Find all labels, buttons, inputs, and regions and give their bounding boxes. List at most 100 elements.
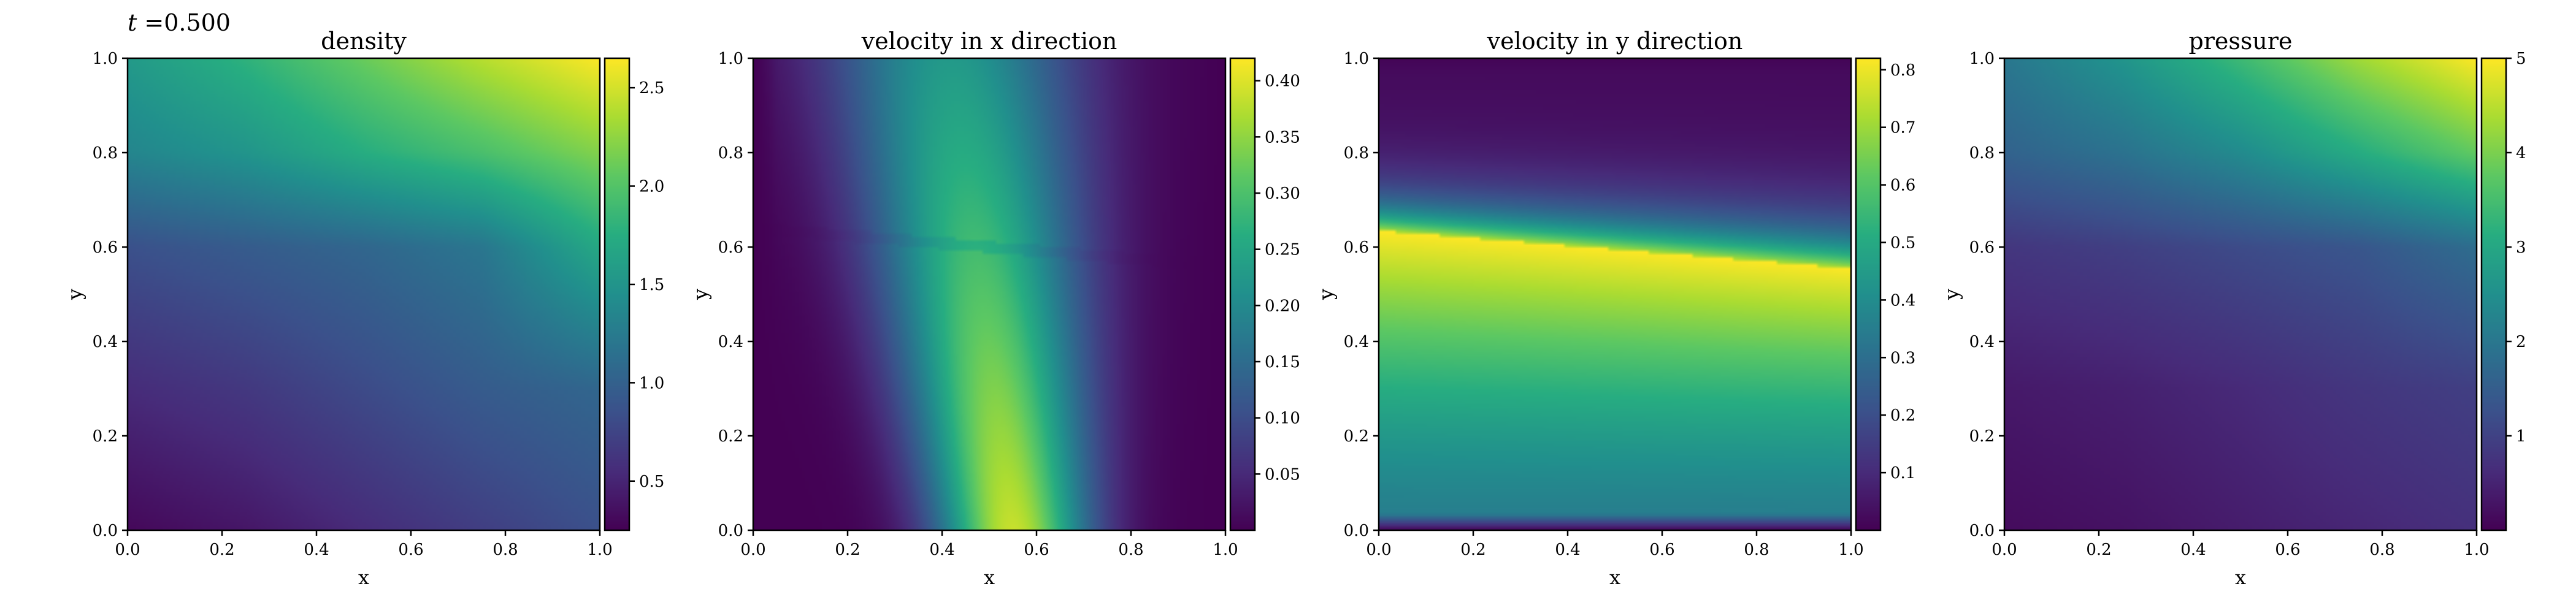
x-tick-label: 0.6 xyxy=(1649,541,1674,559)
y-axis-label: y xyxy=(1940,289,1963,300)
colorbar-frame xyxy=(604,57,631,531)
plot-frame xyxy=(1378,57,1852,531)
x-tick-label: 0.0 xyxy=(740,541,765,559)
panel-v: velocity in y direction 0.0 0.2 0.4 0.6 0.8 1.… xyxy=(1314,28,1915,589)
x-tick-label: 0.4 xyxy=(929,541,954,559)
panel-title: pressure xyxy=(2188,28,2292,55)
y-tick-label: 0.4 xyxy=(1969,333,1995,351)
colorbar-tick-label: 0.20 xyxy=(1265,297,1300,315)
x-tick-label: 1.0 xyxy=(2464,541,2489,559)
colorbar-tick-label: 0.5 xyxy=(639,473,664,491)
y-tick-label: 0.6 xyxy=(1344,238,1369,257)
x-tick-label: 0.8 xyxy=(493,541,518,559)
y-tick-label: 0.4 xyxy=(93,333,118,351)
x-tick-label: 0.4 xyxy=(1555,541,1580,559)
y-tick-label: 0.8 xyxy=(93,144,118,162)
y-tick-label: 0.8 xyxy=(1344,144,1369,162)
x-tick-label: 0.4 xyxy=(2180,541,2206,559)
colorbar-gradient xyxy=(1856,58,1880,530)
x-tick-label: 1.0 xyxy=(1213,541,1238,559)
colorbar-tick-label: 0.6 xyxy=(1890,177,1915,195)
panel-title: density xyxy=(321,28,407,55)
x-tick-label: 1.0 xyxy=(1838,541,1863,559)
x-tick-label: 0.6 xyxy=(2275,541,2300,559)
x-axis-label: x xyxy=(1609,566,1620,589)
colorbar-tick-label: 1 xyxy=(2516,427,2526,446)
colorbar-tick-label: 0.25 xyxy=(1265,241,1300,259)
y-axis-label: y xyxy=(689,289,712,300)
y-tick-label: 0.8 xyxy=(718,144,743,162)
x-tick-label: 0.8 xyxy=(1744,541,1769,559)
x-tick-label: 0.2 xyxy=(1460,541,1485,559)
colorbar-gradient xyxy=(2482,58,2506,530)
panel-title: velocity in y direction xyxy=(1487,28,1743,55)
colorbar-gradient xyxy=(605,58,629,530)
colorbar-tick-label: 3 xyxy=(2516,238,2526,257)
y-tick-label: 1.0 xyxy=(93,50,118,68)
colorbar-tick-label: 5 xyxy=(2516,50,2526,68)
colorbar-tick-label: 4 xyxy=(2516,144,2526,162)
y-tick-label: 0.8 xyxy=(1969,144,1995,162)
x-tick-label: 0.8 xyxy=(2369,541,2394,559)
x-tick-label: 0.6 xyxy=(1024,541,1049,559)
x-tick-label: 0.0 xyxy=(115,541,140,559)
panel-title: velocity in x direction xyxy=(861,28,1117,55)
colorbar-tick-label: 1.0 xyxy=(639,374,664,392)
colorbar-tick-label: 0.3 xyxy=(1890,349,1915,367)
y-tick-label: 0.2 xyxy=(718,427,743,446)
time-annotation: t =0.500 xyxy=(128,9,231,36)
colorbar-tick-label: 0.15 xyxy=(1265,353,1300,371)
y-tick-label: 0.2 xyxy=(1344,427,1369,446)
y-tick-label: 0.0 xyxy=(1969,522,1995,540)
colorbar-tick-label: 0.40 xyxy=(1265,72,1300,91)
x-tick-label: 0.2 xyxy=(2086,541,2111,559)
panel-u: velocity in x direction 0.0 0.2 0.4 0.6 0.8 1.… xyxy=(689,28,1300,589)
x-tick-label: 0.4 xyxy=(304,541,329,559)
colorbar-tick-label: 2 xyxy=(2516,333,2526,351)
panel-pressure: pressure 0.0 0.2 0.4 0.6 0.8 1.0 0.0 0.2 0.4 0.6 0.… xyxy=(1940,28,2526,589)
y-tick-label: 0.2 xyxy=(1969,427,1995,446)
y-tick-label: 0.0 xyxy=(1344,522,1369,540)
heatmap-density xyxy=(128,58,600,530)
colorbar-tick-label: 0.10 xyxy=(1265,409,1300,428)
x-axis-label: x xyxy=(984,566,995,589)
x-tick-label: 1.0 xyxy=(587,541,612,559)
x-tick-label: 0.0 xyxy=(1366,541,1391,559)
heatmap-v xyxy=(1379,58,1851,530)
x-axis-label: x xyxy=(358,566,369,589)
colorbar-gradient xyxy=(1230,58,1255,530)
colorbar-tick-label: 0.35 xyxy=(1265,128,1300,147)
colorbar-tick-label: 0.30 xyxy=(1265,185,1300,203)
y-tick-label: 0.6 xyxy=(718,238,743,257)
colorbar-frame xyxy=(1855,57,1882,531)
plot-frame xyxy=(126,57,601,531)
colorbar-tick-label: 0.1 xyxy=(1890,464,1915,482)
colorbar-tick-label: 1.5 xyxy=(639,276,664,294)
y-tick-label: 0.4 xyxy=(1344,333,1369,351)
y-tick-label: 0.4 xyxy=(718,333,743,351)
y-tick-label: 0.2 xyxy=(93,427,118,446)
colorbar-tick-label: 0.4 xyxy=(1890,291,1915,310)
y-tick-label: 0.6 xyxy=(93,238,118,257)
colorbar-tick-label: 0.7 xyxy=(1890,119,1915,137)
x-axis-label: x xyxy=(2235,566,2246,589)
y-tick-label: 1.0 xyxy=(1969,50,1995,68)
y-tick-label: 0.0 xyxy=(718,522,743,540)
heatmap-u xyxy=(753,58,1225,530)
y-tick-label: 1.0 xyxy=(1344,50,1369,68)
x-tick-label: 0.2 xyxy=(209,541,234,559)
y-axis-label: y xyxy=(63,289,86,300)
x-tick-label: 0.6 xyxy=(398,541,423,559)
y-axis-label: y xyxy=(1314,289,1338,300)
plot-frame xyxy=(2003,57,2478,531)
colorbar-tick-label: 0.5 xyxy=(1890,234,1915,252)
colorbar-tick-label: 2.5 xyxy=(639,79,664,97)
plot-frame xyxy=(752,57,1227,531)
panel-density: density 0.0 0.2 0.4 0.6 0.8 1.0 0.0 0.2 0.4 0.6 0.8… xyxy=(63,28,664,589)
colorbar-tick-label: 0.2 xyxy=(1890,406,1915,425)
colorbar-tick-label: 0.05 xyxy=(1265,465,1300,484)
y-tick-label: 0.6 xyxy=(1969,238,1995,257)
x-tick-label: 0.8 xyxy=(1118,541,1143,559)
y-tick-label: 1.0 xyxy=(718,50,743,68)
